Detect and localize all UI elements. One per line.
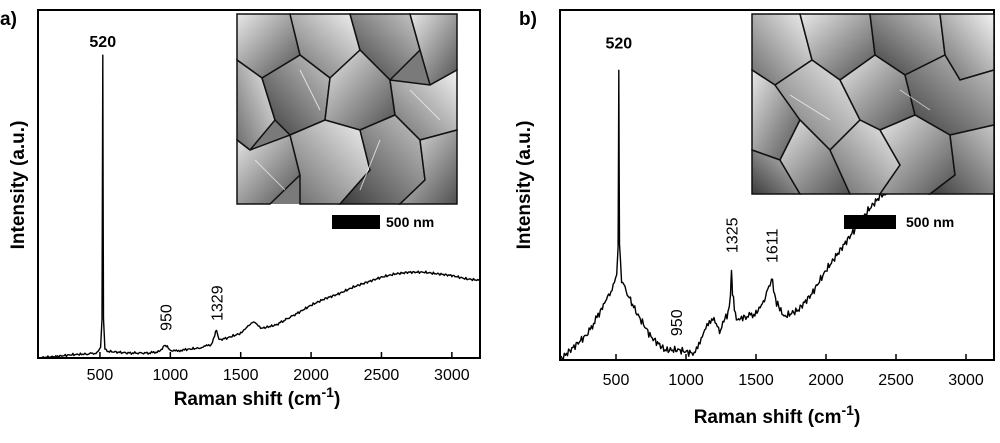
panel-b-spectrum-line xyxy=(559,69,897,361)
panel-b-scale-bar xyxy=(844,215,896,229)
panel-b-x-tick-label: 1500 xyxy=(738,372,774,389)
panel-b-label: b) xyxy=(519,9,537,30)
panel-b-sem-inset xyxy=(751,13,995,195)
panel-a-x-tick-label: 500 xyxy=(87,367,114,384)
panel-b: b) Intensity (a.u.) Raman shift (cm-1) 5… xyxy=(514,9,995,428)
panel-b-xlabel: Raman shift (cm-1) xyxy=(694,402,861,428)
panel-a-x-tick-label: 1000 xyxy=(153,367,189,384)
panel-b-series xyxy=(559,69,897,361)
panel-a: a) Intensity (a.u.) Raman shift (cm-1) 5… xyxy=(0,9,481,410)
panel-b-x-tick-label: 2500 xyxy=(878,372,914,389)
panel-a-ylabel: Intensity (a.u.) xyxy=(8,121,29,250)
panel-a-label: a) xyxy=(0,9,17,30)
panel-a-x-tick-label: 3000 xyxy=(434,367,470,384)
panel-b-ylabel: Intensity (a.u.) xyxy=(514,121,535,250)
panel-b-peak-label: 1325 xyxy=(725,217,742,253)
panel-b-peak-label: 1611 xyxy=(765,228,782,263)
panel-a-series xyxy=(37,54,481,359)
panel-b-x-tick-label: 2000 xyxy=(808,372,844,389)
panel-a-x-ticks: 500 1000 1500 2000 2500 3000 xyxy=(87,352,470,384)
panel-a-sem-inset xyxy=(236,13,458,205)
panel-a-xlabel: Raman shift (cm-1) xyxy=(174,384,341,410)
panel-b-scale-label: 500 nm xyxy=(906,214,954,230)
panel-b-x-tick-label: 1000 xyxy=(668,372,704,389)
panel-a-peak-label: 950 xyxy=(158,304,175,331)
panel-b-peak-label: 520 xyxy=(605,36,632,53)
panel-a-scale-bar xyxy=(332,215,380,229)
panel-a-x-tick-label: 2500 xyxy=(364,367,400,384)
panel-a-peak-label: 1329 xyxy=(210,285,227,321)
panel-a-peak-label: 520 xyxy=(89,34,116,51)
panel-a-x-tick-label: 2000 xyxy=(293,367,329,384)
panel-b-x-tick-label: 500 xyxy=(603,372,630,389)
panel-a-spectrum-line xyxy=(37,54,481,359)
panel-a-x-tick-label: 1500 xyxy=(223,367,259,384)
panel-b-peak-labels: 520 950 1325 1611 xyxy=(605,36,781,337)
panel-b-peak-label: 950 xyxy=(669,309,686,336)
panel-a-peak-labels: 520 950 1329 xyxy=(89,34,226,331)
panel-b-x-tick-label: 3000 xyxy=(948,372,984,389)
panel-b-x-ticks: 500 1000 1500 2000 2500 3000 xyxy=(603,354,984,389)
panel-a-scale-label: 500 nm xyxy=(386,214,434,230)
panel-a-plot-frame xyxy=(37,9,481,359)
